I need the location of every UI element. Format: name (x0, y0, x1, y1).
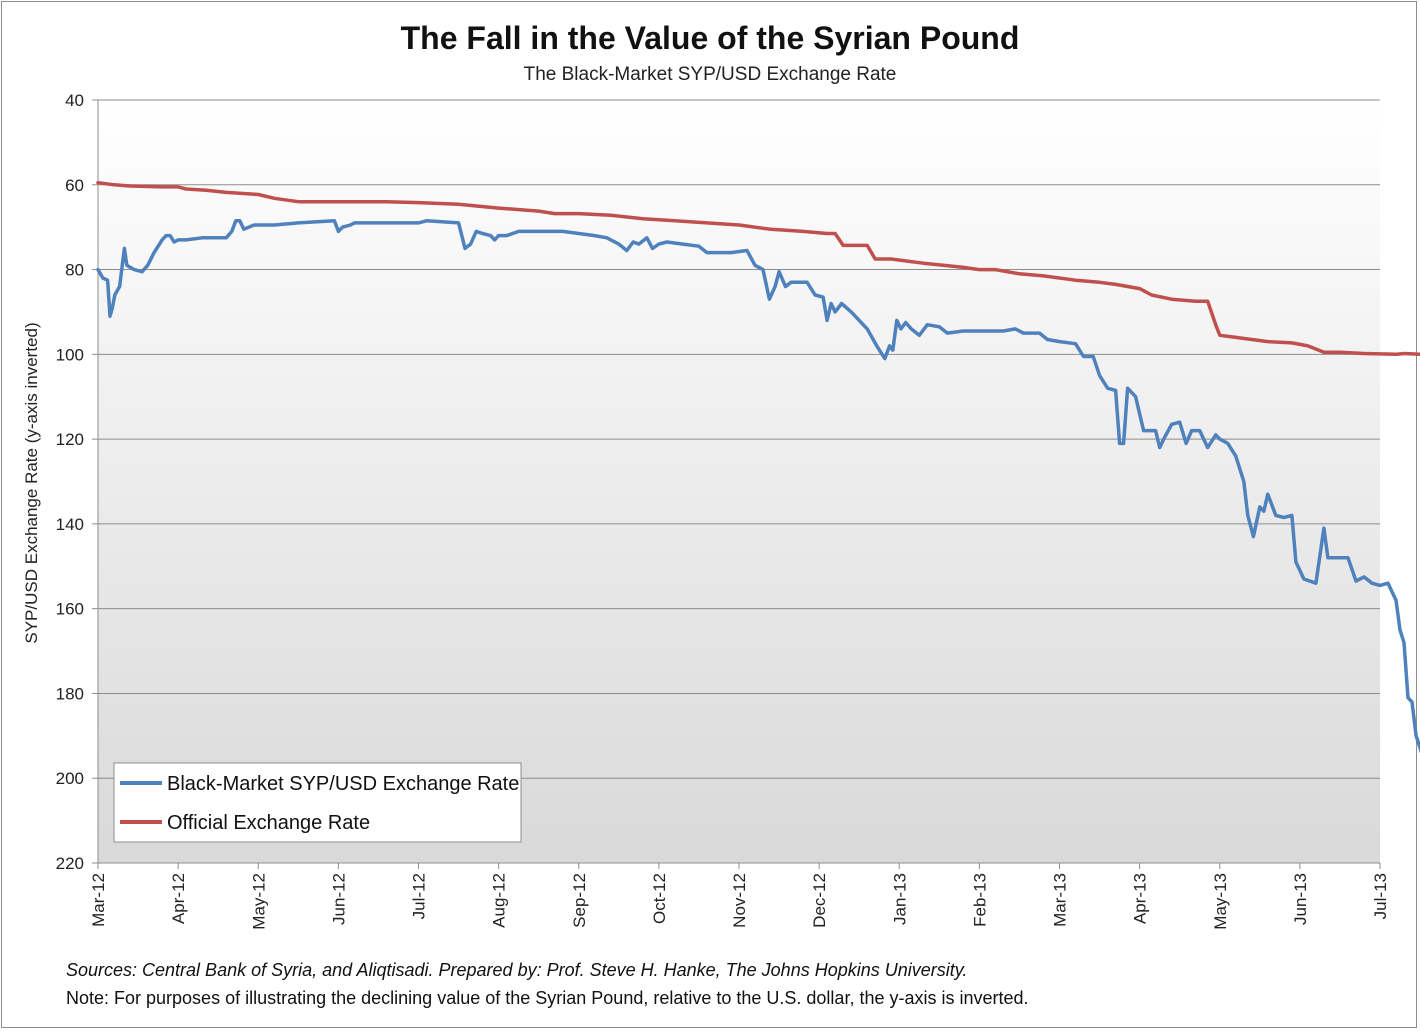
x-tick-label: Jul-13 (1371, 873, 1390, 919)
plot-area (98, 100, 1380, 863)
legend-box (113, 762, 522, 843)
x-tick-label: Jun-12 (329, 873, 348, 925)
series-lines (96, 180, 1420, 754)
y-tick-label: 160 (56, 600, 84, 619)
y-tick-label: 200 (56, 769, 84, 788)
x-tick-label: Apr-13 (1131, 873, 1150, 924)
x-tick-label: Jan-13 (890, 873, 909, 925)
y-tick-label: 40 (65, 91, 84, 110)
x-tick-label: May-13 (1211, 873, 1230, 930)
x-tick-label: Apr-12 (169, 873, 188, 924)
axes: 40 60 80 100 120 140 160 180 200 220 Mar-12 Apr-12 M… (56, 91, 1390, 930)
y-tick-label: 180 (56, 684, 84, 703)
legend-label-black-market: Black-Market SYP/USD Exchange Rate (167, 773, 519, 795)
x-tick-label: Jun-13 (1291, 873, 1310, 925)
y-tick-label: 120 (56, 430, 84, 449)
x-tick-label: Oct-12 (650, 873, 669, 924)
chart-title: The Fall in the Value of the Syrian Poun… (400, 20, 1020, 56)
legend-label-official: Official Exchange Rate (167, 812, 370, 834)
inversion-note: Note: For purposes of illustrating the d… (66, 988, 1029, 1008)
x-tick-label: Aug-12 (490, 873, 509, 928)
x-tick-label: Nov-12 (730, 873, 749, 928)
y-tick-label: 140 (56, 515, 84, 534)
y-tick-label: 100 (56, 345, 84, 364)
y-tick-label: 80 (65, 261, 84, 280)
series-line-black-market (96, 219, 1420, 754)
x-tick-label: Dec-12 (810, 873, 829, 928)
sources-note: Sources: Central Bank of Syria, and Aliq… (66, 960, 968, 980)
legend: Black-Market SYP/USD Exchange Rate Offic… (113, 762, 522, 843)
x-tick-label: Mar-13 (1051, 873, 1070, 927)
y-axis-title: SYP/USD Exchange Rate (y-axis inverted) (22, 322, 41, 643)
y-tick-label: 60 (65, 176, 84, 195)
x-tick-label: May-12 (249, 873, 268, 930)
y-tick-label: 220 (56, 854, 84, 873)
x-tick-label: Jul-12 (410, 873, 429, 919)
x-tick-label: Sep-12 (570, 873, 589, 928)
series-line-official (96, 180, 1420, 357)
gridlines (98, 99, 1380, 864)
x-tick-label: Mar-12 (89, 873, 108, 927)
chart-subtitle: The Black-Market SYP/USD Exchange Rate (523, 64, 897, 85)
x-tick-label: Feb-13 (970, 873, 989, 927)
